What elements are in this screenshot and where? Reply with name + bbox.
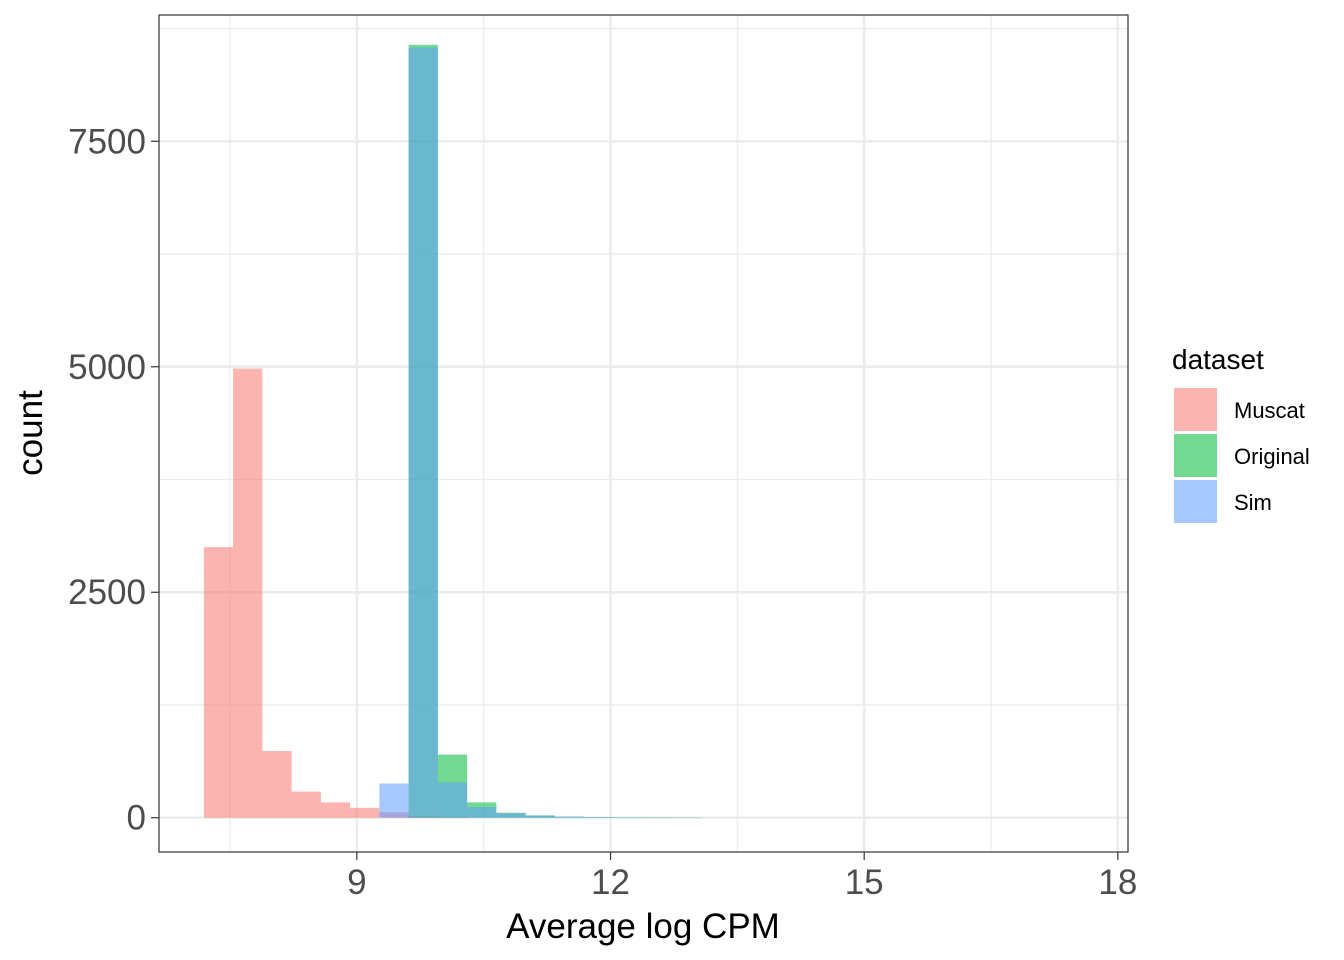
bar-sim (584, 817, 614, 818)
legend-label-original: Original (1234, 444, 1310, 469)
y-tick-label: 5000 (68, 348, 146, 387)
bar-sim (408, 47, 438, 818)
bar-sim (496, 813, 526, 818)
y-axis-title: count (11, 390, 50, 476)
minor-gridlines (159, 15, 1128, 852)
major-gridlines (159, 15, 1128, 852)
legend-label-sim: Sim (1234, 490, 1272, 515)
bar-sim (525, 815, 555, 818)
y-axis: 0 2500 5000 7500 (68, 122, 159, 838)
bar-muscat (291, 791, 321, 818)
y-tick-label: 2500 (68, 573, 146, 612)
x-tick-label: 9 (347, 863, 366, 902)
bar-sim (437, 782, 468, 818)
bar-muscat (233, 368, 263, 818)
bar-muscat (350, 807, 380, 818)
bar-sim (554, 816, 585, 818)
y-tick-label: 7500 (68, 122, 146, 161)
y-tick-label: 0 (127, 799, 146, 838)
bar-muscat (262, 750, 292, 818)
x-axis: 9 12 15 18 (347, 852, 1137, 902)
legend-swatch-muscat (1174, 388, 1217, 431)
legend-title: dataset (1172, 344, 1264, 375)
x-tick-label: 15 (845, 863, 884, 902)
plot-panel-border (158, 14, 1129, 853)
x-tick-label: 18 (1098, 863, 1137, 902)
x-tick-label: 12 (591, 863, 630, 902)
legend: dataset Muscat Original Sim (1172, 344, 1310, 523)
bar-muscat (320, 802, 351, 818)
histogram-bars (203, 44, 702, 818)
x-axis-title: Average log CPM (506, 907, 780, 946)
legend-swatch-original (1174, 434, 1217, 477)
legend-swatch-sim (1174, 480, 1217, 523)
bar-sim (467, 806, 497, 818)
bar-sim (379, 783, 409, 818)
bar-muscat (203, 547, 234, 818)
legend-label-muscat: Muscat (1234, 398, 1305, 423)
